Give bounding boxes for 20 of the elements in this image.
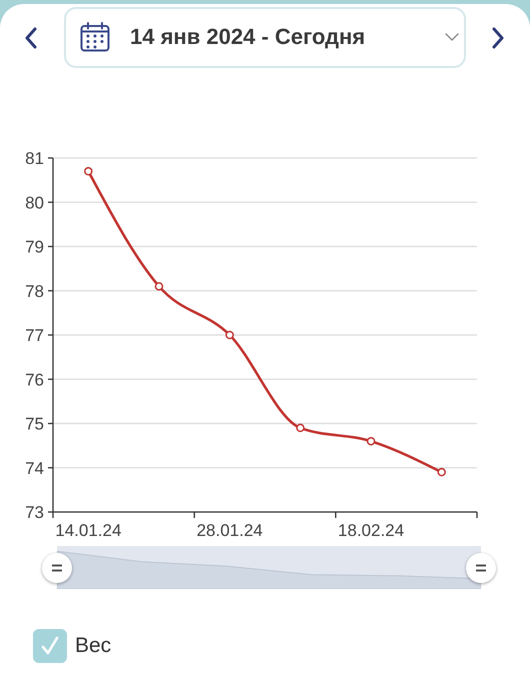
text: Вес (75, 634, 112, 658)
point (154, 282, 164, 291)
x-tick-label: 18.02.24 (338, 521, 404, 540)
point (437, 468, 446, 476)
y-tick-label: 77 (25, 326, 44, 346)
x-tick-label: 14.01.24 (55, 521, 122, 540)
y-tick-label: 80 (25, 193, 44, 212)
x-tick-label: 28.01.24 (196, 521, 263, 540)
chart-title: 14 янв 2024 - Сегодня (130, 24, 366, 50)
y-tick-label: 75 (25, 414, 44, 434)
y-tick-label: 73 (25, 503, 44, 522)
point (225, 330, 234, 340)
y-tick-label: 76 (25, 370, 44, 390)
point (84, 167, 93, 176)
y-tick-label: 81 (25, 149, 44, 168)
y-tick-label: 79 (25, 238, 44, 257)
point (366, 436, 376, 446)
y-tick-label: 74 (25, 458, 44, 478)
y-tick-label: 78 (25, 282, 44, 301)
point (296, 424, 305, 432)
